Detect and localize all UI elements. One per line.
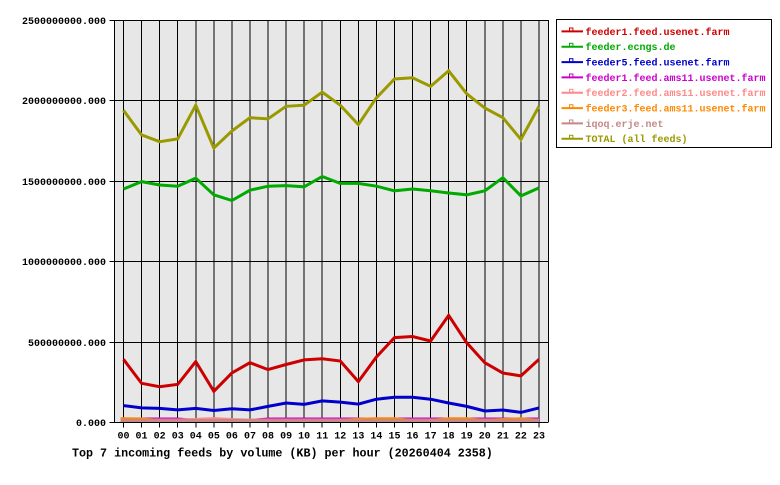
svg-text:23: 23	[533, 432, 545, 443]
svg-text:20: 20	[479, 432, 491, 443]
svg-text:16: 16	[407, 432, 419, 443]
svg-text:feeder5.feed.usenet.farm: feeder5.feed.usenet.farm	[586, 58, 730, 70]
svg-text:1500000000.000: 1500000000.000	[22, 178, 106, 189]
svg-text:05: 05	[208, 432, 220, 443]
svg-text:04: 04	[190, 432, 202, 443]
svg-text:09: 09	[280, 432, 292, 443]
svg-text:02: 02	[154, 432, 166, 443]
svg-text:feeder.ecngs.de: feeder.ecngs.de	[586, 42, 676, 54]
svg-text:01: 01	[136, 432, 148, 443]
svg-text:TOTAL (all feeds): TOTAL (all feeds)	[586, 134, 688, 146]
svg-text:500000000.000: 500000000.000	[28, 339, 106, 350]
svg-text:feeder1.feed.ams11.usenet.farm: feeder1.feed.ams11.usenet.farm	[586, 73, 766, 85]
svg-text:22: 22	[515, 432, 527, 443]
svg-text:0.000: 0.000	[76, 419, 106, 430]
svg-text:feeder1.feed.usenet.farm: feeder1.feed.usenet.farm	[586, 27, 730, 39]
svg-text:17: 17	[425, 432, 437, 443]
svg-text:18: 18	[443, 432, 455, 443]
svg-text:10: 10	[298, 432, 310, 443]
svg-text:14: 14	[370, 432, 382, 443]
svg-text:19: 19	[461, 432, 473, 443]
svg-text:11: 11	[316, 432, 328, 443]
svg-text:iqoq.erje.net: iqoq.erje.net	[586, 119, 664, 131]
svg-text:06: 06	[226, 432, 238, 443]
svg-text:13: 13	[352, 432, 364, 443]
svg-text:feeder3.feed.ams11.usenet.farm: feeder3.feed.ams11.usenet.farm	[586, 104, 766, 116]
svg-text:2000000000.000: 2000000000.000	[22, 97, 106, 108]
svg-text:07: 07	[244, 432, 256, 443]
svg-text:Top 7 incoming feeds by volume: Top 7 incoming feeds by volume (KB) per …	[72, 447, 493, 461]
svg-text:00: 00	[117, 432, 129, 443]
svg-text:03: 03	[172, 432, 184, 443]
svg-text:feeder2.feed.ams11.usenet.farm: feeder2.feed.ams11.usenet.farm	[586, 88, 766, 100]
svg-text:2500000000.000: 2500000000.000	[22, 17, 106, 28]
svg-text:1000000000.000: 1000000000.000	[22, 258, 106, 269]
svg-text:15: 15	[388, 432, 400, 443]
svg-text:21: 21	[497, 432, 509, 443]
svg-text:08: 08	[262, 432, 274, 443]
svg-text:12: 12	[334, 432, 346, 443]
